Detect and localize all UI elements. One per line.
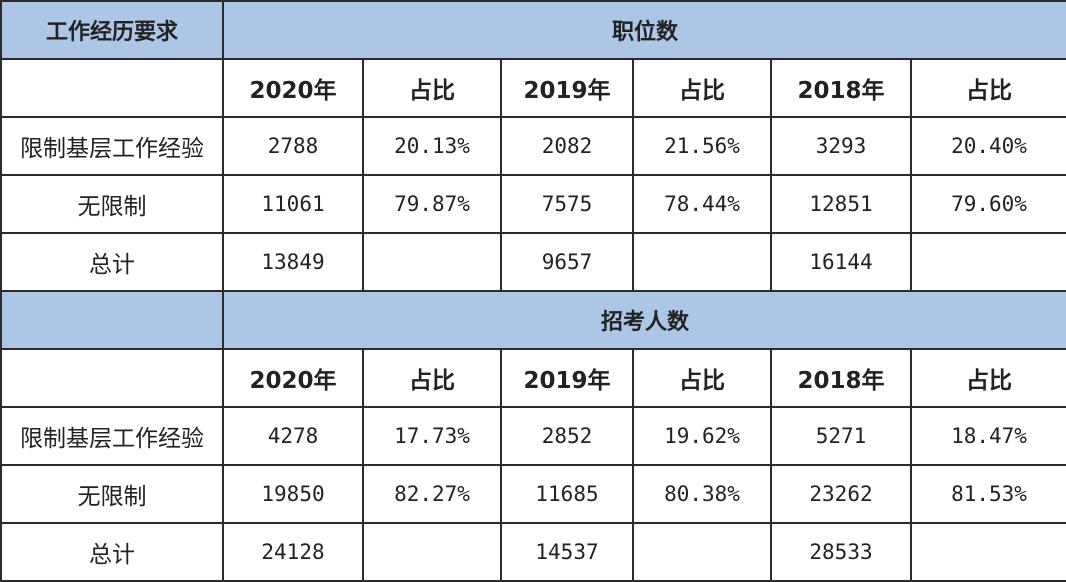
row-label: 限制基层工作经验 xyxy=(0,406,224,466)
table-row: 无限制 11061 79.87% 7575 78.44% 12851 79.60% xyxy=(0,174,1066,234)
column-header: 2018年 xyxy=(770,348,912,408)
data-cell xyxy=(632,232,772,292)
column-header: 2020年 xyxy=(222,58,364,118)
column-header: 2019年 xyxy=(500,58,634,118)
data-cell: 23262 xyxy=(770,464,912,524)
data-cell: 16144 xyxy=(770,232,912,292)
data-cell: 7575 xyxy=(500,174,634,234)
data-cell: 4278 xyxy=(222,406,364,466)
data-cell: 20.40% xyxy=(909,116,1066,176)
data-cell: 79.60% xyxy=(909,174,1066,234)
data-cell xyxy=(632,522,772,582)
table-row: 限制基层工作经验 4278 17.73% 2852 19.62% 5271 18.47% xyxy=(0,406,1066,466)
column-header: 占比 xyxy=(632,348,772,408)
column-header: 2018年 xyxy=(770,58,912,118)
data-cell: 79.87% xyxy=(362,174,502,234)
column-header: 2019年 xyxy=(500,348,634,408)
data-cell: 9657 xyxy=(500,232,634,292)
data-cell: 19850 xyxy=(222,464,364,524)
data-cell: 2788 xyxy=(222,116,364,176)
table-row: 2020年 占比 2019年 占比 2018年 占比 xyxy=(0,58,1066,118)
column-header: 占比 xyxy=(909,348,1066,408)
data-cell: 19.62% xyxy=(632,406,772,466)
table-row: 工作经历要求 职位数 xyxy=(0,0,1066,60)
data-cell xyxy=(909,232,1066,292)
data-cell xyxy=(362,232,502,292)
data-cell: 81.53% xyxy=(909,464,1066,524)
data-cell: 20.13% xyxy=(362,116,502,176)
data-cell: 5271 xyxy=(770,406,912,466)
column-header: 占比 xyxy=(632,58,772,118)
row-label: 总计 xyxy=(0,522,224,582)
data-cell: 24128 xyxy=(222,522,364,582)
data-cell: 11685 xyxy=(500,464,634,524)
data-cell: 2852 xyxy=(500,406,634,466)
header-empty xyxy=(0,290,224,350)
empty-cell xyxy=(0,348,224,408)
column-header: 占比 xyxy=(362,58,502,118)
row-label: 无限制 xyxy=(0,464,224,524)
data-cell: 17.73% xyxy=(362,406,502,466)
column-header: 占比 xyxy=(909,58,1066,118)
row-label: 限制基层工作经验 xyxy=(0,116,224,176)
data-cell: 11061 xyxy=(222,174,364,234)
data-cell: 13849 xyxy=(222,232,364,292)
data-cell: 2082 xyxy=(500,116,634,176)
section-title: 招考人数 xyxy=(221,290,1066,350)
section-title: 职位数 xyxy=(221,0,1066,60)
data-cell: 82.27% xyxy=(362,464,502,524)
table-row: 总计 24128 14537 28533 xyxy=(0,522,1066,582)
data-cell: 14537 xyxy=(500,522,634,582)
data-cell: 78.44% xyxy=(632,174,772,234)
row-label: 总计 xyxy=(0,232,224,292)
table-row: 总计 13849 9657 16144 xyxy=(0,232,1066,292)
data-cell xyxy=(909,522,1066,582)
table-row: 无限制 19850 82.27% 11685 80.38% 23262 81.53% xyxy=(0,464,1066,524)
table-row: 限制基层工作经验 2788 20.13% 2082 21.56% 3293 20.40% xyxy=(0,116,1066,176)
empty-cell xyxy=(0,58,224,118)
table-row: 招考人数 xyxy=(0,290,1066,350)
data-cell: 18.47% xyxy=(909,406,1066,466)
row-label: 无限制 xyxy=(0,174,224,234)
column-header: 占比 xyxy=(362,348,502,408)
data-cell: 28533 xyxy=(770,522,912,582)
data-cell: 12851 xyxy=(770,174,912,234)
header-title: 工作经历要求 xyxy=(0,0,224,60)
table-row: 2020年 占比 2019年 占比 2018年 占比 xyxy=(0,348,1066,408)
data-cell: 3293 xyxy=(770,116,912,176)
column-header: 2020年 xyxy=(222,348,364,408)
data-cell: 21.56% xyxy=(632,116,772,176)
data-cell xyxy=(362,522,502,582)
data-cell: 80.38% xyxy=(632,464,772,524)
